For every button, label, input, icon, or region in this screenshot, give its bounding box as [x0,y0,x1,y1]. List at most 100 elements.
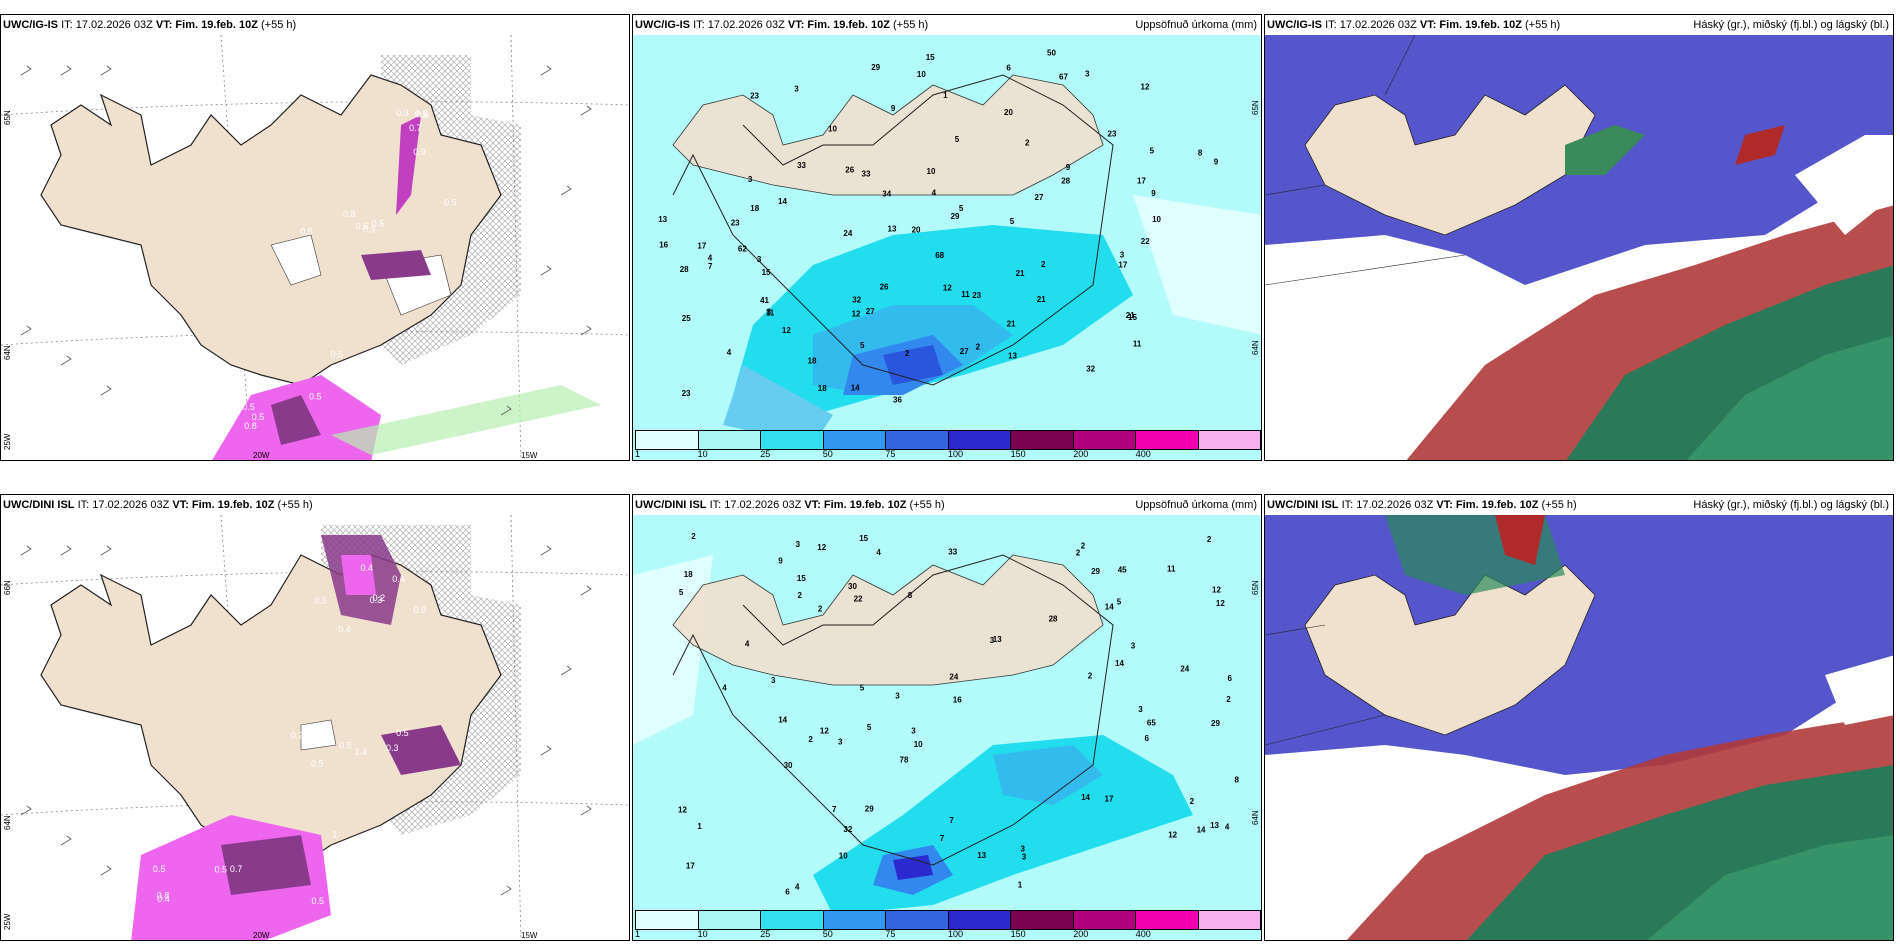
value-label: 21 [1126,311,1135,320]
value-label: 13 [977,851,986,860]
legend-label: 75 [885,449,896,459]
value-label: 0.5 [300,227,313,237]
value-label: 4 [708,254,713,263]
legend-swatch [886,431,949,449]
panel-title: UWC/DINI ISL IT: 17.02.2026 03Z VT: Fim.… [635,499,945,511]
value-label: 0.3 [363,225,376,235]
panel-igis-clouds: UWC/IG-IS IT: 17.02.2026 03Z VT: Fim. 19… [1264,14,1894,461]
value-label: 0.7 [230,864,243,874]
value-label: 7 [940,834,945,843]
legend-swatch [1198,911,1260,929]
panel-igis-precip: UWC/IG-IS IT: 17.02.2026 03Z VT: Fim. 19… [632,14,1262,461]
value-label: 3 [1022,852,1027,861]
value-label: 8 [1235,776,1240,785]
value-label: 0.5 [372,219,385,229]
value-label: 18 [818,384,827,393]
value-label: 12 [820,726,829,735]
map-igis-clouds[interactable] [1265,35,1894,461]
lat-label: 66N [3,580,12,595]
value-label: 0.6 [416,109,429,119]
lat-label: 64N [3,815,12,830]
lon-label: 15W [521,451,538,460]
panel-title: UWC/DINI ISL IT: 17.02.2026 03Z VT: Fim.… [1267,499,1577,511]
map-igis-precip[interactable]: 4332311141535917152129362911131114131095… [633,35,1262,461]
legend-swatch [1136,431,1199,449]
value-label: 22 [1141,237,1150,246]
legend-label: 1 [635,929,641,939]
value-label: 0.5 [415,109,428,119]
value-label: 2 [808,735,813,744]
value-label: 32 [1086,364,1095,373]
value-label: 4 [932,188,937,197]
value-label: 4 [727,348,732,357]
legend-label: 25 [760,929,771,939]
value-label: 4 [722,683,727,692]
value-label: 0.9 [414,605,427,615]
legend-label: 200 [1073,929,1089,939]
legend-swatch [1073,911,1136,929]
value-label: 15 [926,53,935,62]
panel-title: UWC/IG-IS IT: 17.02.2026 03Z VT: Fim. 19… [3,19,297,31]
legend-swatch [948,911,1011,929]
value-label: 5 [860,341,865,350]
value-label: 12 [1141,82,1150,91]
lat-label: 64N [1251,340,1260,355]
value-label: 15 [762,268,771,277]
value-label: 50 [1047,49,1056,58]
legend-label: 100 [948,929,964,939]
value-label: 1 [943,91,948,100]
legend-label: 50 [822,929,833,939]
panel-dini-precip: UWC/DINI ISL IT: 17.02.2026 03Z VT: Fim.… [632,494,1262,941]
value-label: 15 [797,574,806,583]
value-label: 33 [797,161,806,170]
wind-barbs [20,545,592,896]
value-label: 10 [917,70,926,79]
legend-label: 1 [635,449,641,459]
lat-label: 64N [1251,810,1260,825]
value-label: 0.4 [361,563,374,573]
map-igis-snow[interactable]: 0.50.50.50.90.50.80.50.60.50.70.50.50.60… [1,35,630,461]
value-label: 14 [1115,659,1124,668]
value-label: 3 [796,540,801,549]
value-label: 0.2 [291,731,304,741]
iceland-land [40,74,502,386]
value-label: 28 [1061,176,1070,185]
value-label: 0.8 [244,421,257,431]
legend-swatch [1073,431,1136,449]
value-label: 10 [914,740,923,749]
value-label: 16 [659,241,668,250]
value-label: 17 [1105,795,1114,804]
value-label: 14 [851,383,860,392]
value-label: 11 [1167,565,1176,574]
value-label: 0.4 [338,625,351,635]
lat-label: 64N [3,345,12,360]
value-label: 12 [1212,585,1221,594]
map-dini-snow[interactable]: 0.20.210.30.50.70.40.30.50.40.50.50.51.4… [1,515,630,941]
value-label: 9 [1151,189,1156,198]
legend-label: 200 [1073,449,1089,459]
value-label: 8 [1198,149,1203,158]
legend-label: 100 [948,449,964,459]
panel-dini-clouds: UWC/DINI ISL IT: 17.02.2026 03Z VT: Fim.… [1264,494,1894,941]
legend-colorbar [635,430,1261,450]
value-label: 1 [697,822,702,831]
value-labels: 0.50.50.50.90.50.80.50.60.50.70.50.50.60… [242,108,456,431]
value-label: 29 [951,212,960,221]
value-label: 0.5 [252,412,265,422]
map-dini-precip[interactable]: 6246671312172414122229333018121133338329… [633,515,1262,941]
legend-label: 400 [1135,929,1151,939]
value-label: 11 [766,308,775,317]
value-label: 15 [1128,313,1137,322]
value-label: 6 [1006,64,1011,73]
value-label: 12 [1168,831,1177,840]
value-label: 12 [852,310,861,319]
panel-subtitle: Uppsöfnuð úrkoma (mm) [1135,499,1257,511]
value-label: 2 [905,349,910,358]
value-label: 5 [955,135,960,144]
map-dini-clouds[interactable] [1265,515,1894,941]
value-label: 33 [862,170,871,179]
value-label: 3 [1138,705,1143,714]
lat-label: 65N [1251,580,1260,595]
lon-label: 15W [521,931,538,940]
legend-label: 10 [697,449,708,459]
